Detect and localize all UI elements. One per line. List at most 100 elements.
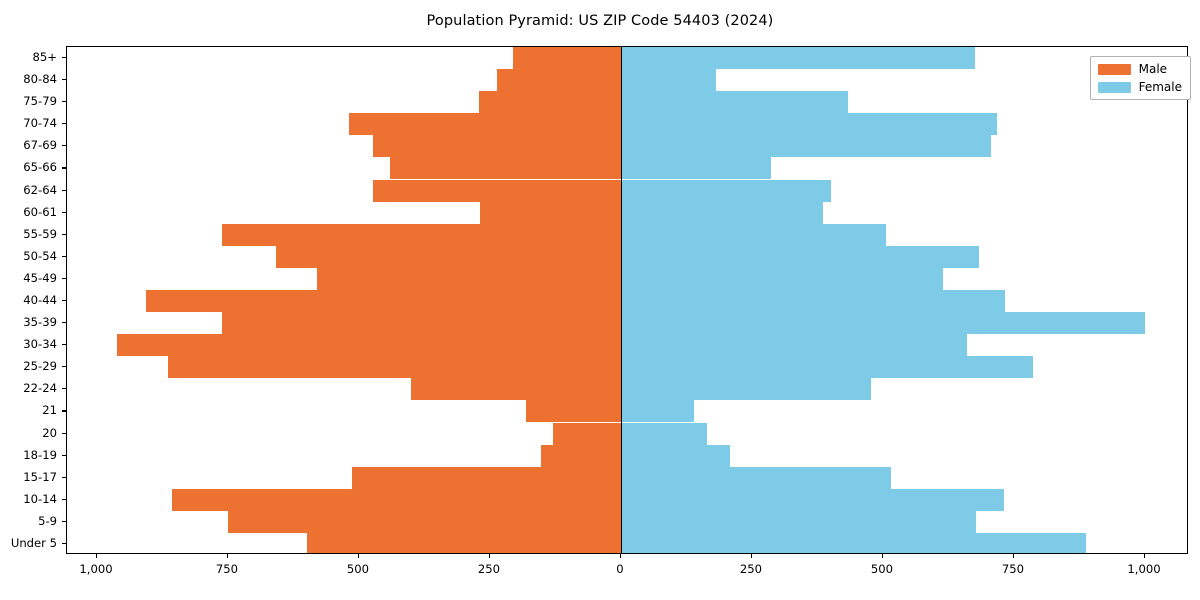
bar-male[interactable] [307, 532, 621, 553]
bar-male[interactable] [228, 510, 621, 533]
bar-male[interactable] [496, 69, 621, 92]
bar-female[interactable] [621, 245, 980, 268]
bar-female[interactable] [621, 422, 707, 445]
legend-label: Female [1138, 80, 1182, 94]
y-axis-tick-mark [62, 454, 66, 456]
bar-male[interactable] [317, 267, 621, 290]
bar-male[interactable] [146, 290, 621, 312]
x-axis-tick-mark [489, 554, 491, 558]
bar-male[interactable] [540, 444, 621, 467]
plot-inner [67, 47, 1187, 553]
bar-male[interactable] [512, 47, 621, 70]
legend-item-female[interactable]: Female [1097, 80, 1182, 94]
bar-row [67, 334, 1187, 357]
y-axis-tick-mark [62, 233, 66, 235]
bar-male[interactable] [478, 91, 621, 114]
bar-row [67, 400, 1187, 423]
bar-male[interactable] [411, 378, 621, 401]
y-axis-tick-label: 5-9 [38, 513, 57, 528]
bar-male[interactable] [552, 422, 621, 445]
x-axis-tick-label: 1,000 [79, 562, 113, 576]
bar-female[interactable] [621, 223, 887, 246]
bar-row [67, 91, 1187, 114]
y-axis-tick-label: 50-54 [23, 248, 57, 263]
bar-female[interactable] [621, 69, 716, 92]
legend-label: Male [1138, 62, 1168, 76]
y-axis-tick-label: 70-74 [23, 116, 57, 131]
bar-female[interactable] [621, 179, 831, 202]
bar-male[interactable] [221, 223, 621, 246]
y-axis-tick-mark [62, 300, 66, 302]
bar-row [67, 69, 1187, 92]
x-axis-tick-mark [1013, 554, 1015, 558]
bar-male[interactable] [373, 135, 621, 158]
y-axis-tick-label: 75-79 [23, 94, 57, 109]
bar-female[interactable] [621, 201, 824, 224]
y-axis-tick-label: 85+ [32, 50, 57, 65]
bar-row [67, 290, 1187, 312]
bar-row [67, 378, 1187, 401]
bar-female[interactable] [621, 267, 944, 290]
y-axis-tick-mark [62, 498, 66, 500]
bar-female[interactable] [621, 334, 968, 357]
x-axis-tick-mark [1144, 554, 1146, 558]
chart-legend[interactable]: Male Female [1089, 56, 1191, 100]
y-axis-tick-label: 67-69 [23, 138, 57, 153]
x-axis: 1,000 750 500 250 0 250 500 750 1,000 [66, 554, 1188, 600]
bar-female[interactable] [621, 356, 1033, 379]
bar-female[interactable] [621, 312, 1145, 335]
bar-male[interactable] [352, 466, 621, 489]
y-axis-tick-label: 62-64 [23, 182, 57, 197]
bar-row [67, 113, 1187, 136]
bar-female[interactable] [621, 113, 998, 136]
y-axis-tick-label: 20 [42, 425, 57, 440]
bar-male[interactable] [349, 113, 621, 136]
y-axis-tick-label: 35-39 [23, 315, 57, 330]
y-axis-tick-mark [62, 322, 66, 324]
bar-female[interactable] [621, 91, 848, 114]
y-axis-tick-label: 65-66 [23, 160, 57, 175]
bar-female[interactable] [621, 444, 730, 467]
y-axis-tick-mark [62, 79, 66, 81]
y-axis-tick-label: 10-14 [23, 491, 57, 506]
bar-female[interactable] [621, 400, 694, 423]
y-axis-tick-label: 18-19 [23, 447, 57, 462]
bar-female[interactable] [621, 290, 1006, 312]
bar-male[interactable] [172, 488, 621, 511]
bar-male[interactable] [389, 157, 621, 180]
bar-female[interactable] [621, 488, 1005, 511]
x-axis-tick-mark [751, 554, 753, 558]
bar-row [67, 510, 1187, 533]
bar-female[interactable] [621, 378, 871, 401]
bar-female[interactable] [621, 135, 991, 158]
bar-male[interactable] [116, 334, 621, 357]
y-axis-tick-mark [62, 366, 66, 368]
bar-male[interactable] [373, 179, 621, 202]
bar-male[interactable] [221, 312, 621, 335]
x-axis-tick-mark [358, 554, 360, 558]
y-axis-tick-mark [62, 189, 66, 191]
y-axis-tick-label: 30-34 [23, 337, 57, 352]
y-axis-tick-mark [62, 57, 66, 59]
bar-row [67, 356, 1187, 379]
bar-male[interactable] [276, 245, 621, 268]
bar-row [67, 267, 1187, 290]
legend-item-male[interactable]: Male [1097, 62, 1182, 76]
x-axis-tick-label: 1,000 [1127, 562, 1161, 576]
x-axis-tick-mark [227, 554, 229, 558]
y-axis-tick-label: Under 5 [10, 535, 57, 550]
bar-female[interactable] [621, 466, 891, 489]
x-axis-tick-mark [620, 554, 622, 558]
bar-female[interactable] [621, 47, 976, 70]
bar-male[interactable] [526, 400, 621, 423]
y-axis-tick-mark [62, 542, 66, 545]
bar-female[interactable] [621, 532, 1086, 553]
bar-male[interactable] [480, 201, 621, 224]
bar-male[interactable] [168, 356, 621, 379]
x-axis-tick-label: 500 [870, 562, 894, 576]
y-axis-tick-label: 60-61 [23, 204, 57, 219]
bar-female[interactable] [621, 157, 771, 180]
y-axis-tick-mark [62, 277, 66, 279]
bar-female[interactable] [621, 510, 977, 533]
